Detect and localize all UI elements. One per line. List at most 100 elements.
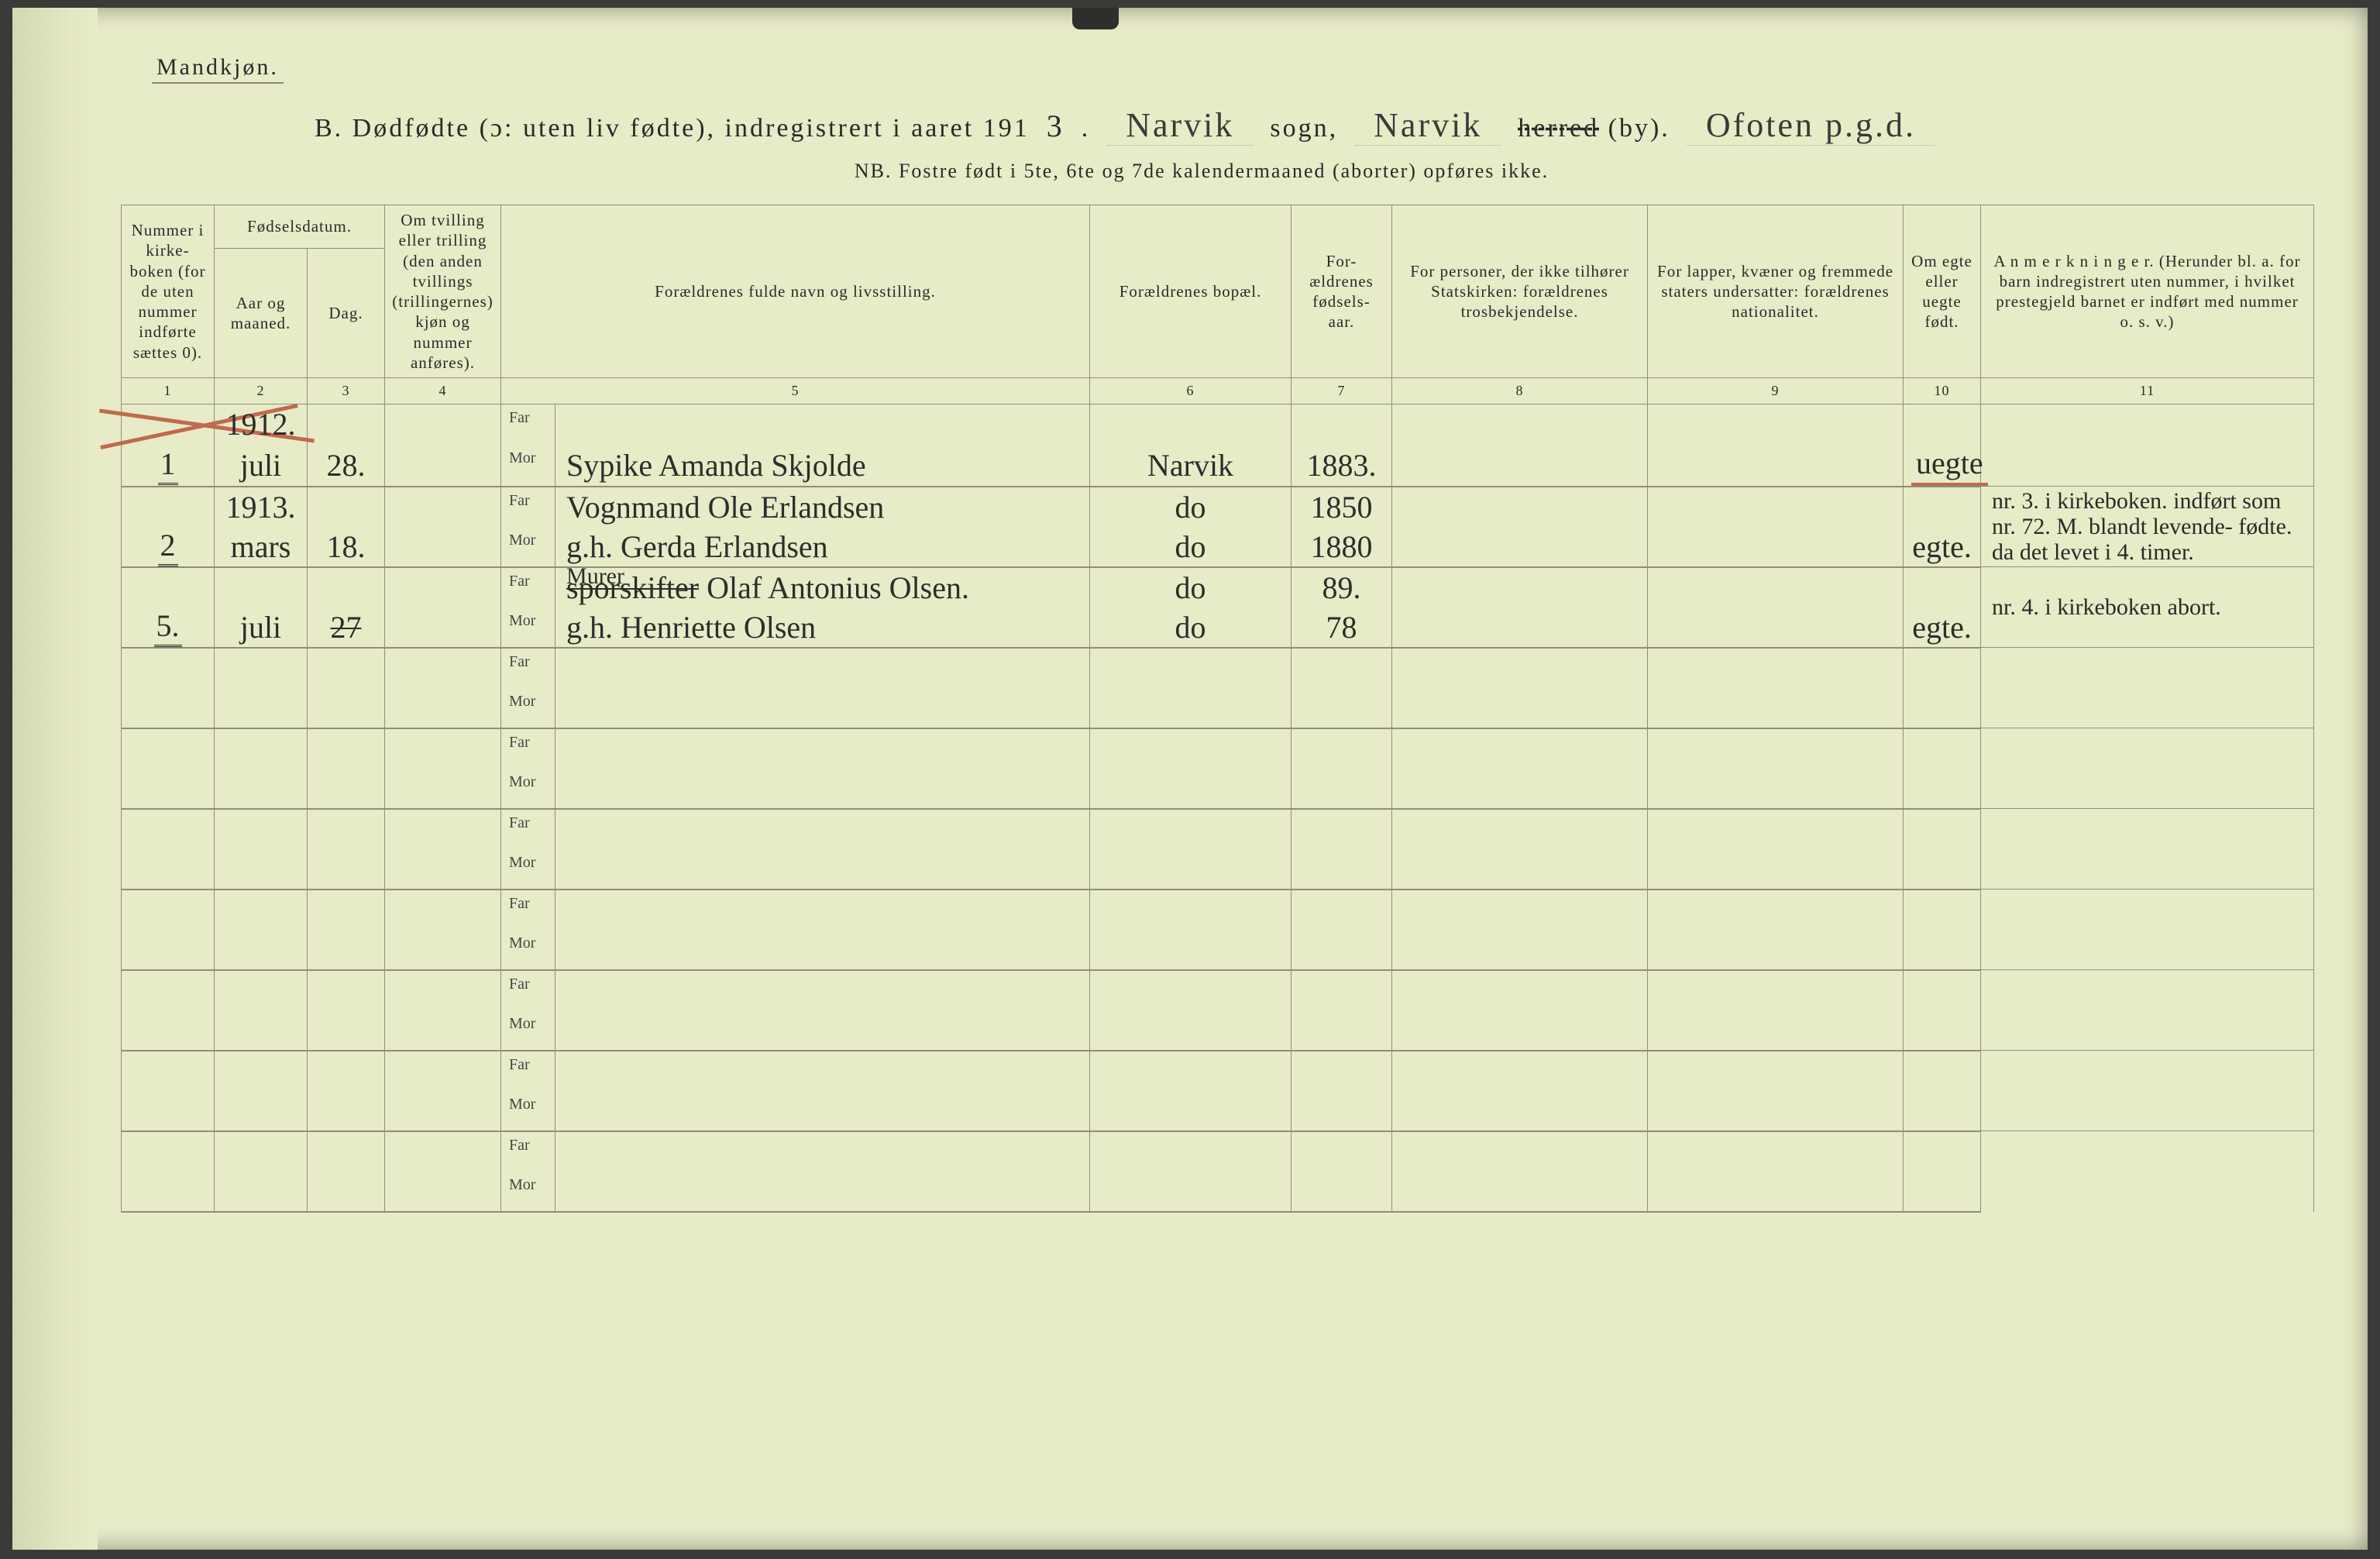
district-fill: Narvik	[1355, 105, 1501, 146]
faith-cell	[1392, 809, 1648, 849]
nationality-cell	[1648, 648, 1904, 688]
table-row: Far	[122, 1051, 2314, 1091]
table-row: Far	[122, 890, 2314, 930]
remarks-cell	[1981, 728, 2314, 809]
nationality-cell	[1648, 1131, 1904, 1172]
colnum: 4	[385, 378, 501, 404]
residence-cell: do	[1090, 487, 1291, 527]
col-2-top-header: Fødselsdatum.	[215, 205, 385, 249]
twin-cell	[385, 849, 501, 890]
far-birthyear	[1291, 648, 1392, 688]
record-number	[122, 930, 215, 970]
faith-cell	[1392, 688, 1648, 728]
residence-cell: Narvik	[1090, 445, 1291, 487]
col-2b-header: Dag.	[308, 248, 385, 377]
twin-cell	[385, 728, 501, 769]
document-page: Mandkjøn. B. Dødfødte (ɔ: uten liv fødte…	[12, 8, 2368, 1550]
table-row: Far	[122, 970, 2314, 1010]
mor-birthyear: 1883.	[1291, 445, 1392, 487]
legit-cell	[1904, 1131, 1981, 1172]
legit-cell	[1904, 769, 1981, 809]
legit-cell	[1904, 930, 1981, 970]
residence-cell: do	[1090, 527, 1291, 567]
nationality-cell	[1648, 728, 1904, 769]
remarks-cell	[1981, 648, 2314, 728]
record-number	[122, 567, 215, 607]
day-cell	[308, 1131, 385, 1172]
month-cell: juli	[215, 607, 308, 648]
remarks-cell	[1981, 970, 2314, 1051]
twin-cell	[385, 970, 501, 1010]
day-cell	[308, 1010, 385, 1051]
twin-cell	[385, 930, 501, 970]
remarks-cell	[1981, 1051, 2314, 1131]
day-cell	[308, 487, 385, 527]
nationality-cell	[1648, 849, 1904, 890]
father-name	[555, 890, 1090, 930]
day-cell: 28.	[308, 445, 385, 487]
faith-cell	[1392, 1010, 1648, 1051]
table-row: Far	[122, 1131, 2314, 1172]
faith-cell	[1392, 849, 1648, 890]
faith-cell	[1392, 527, 1648, 567]
mor-birthyear	[1291, 930, 1392, 970]
mor-label: Mor	[501, 769, 555, 809]
month-cell: mars	[215, 527, 308, 567]
region-fill: Ofoten p.g.d.	[1687, 105, 1935, 146]
record-number	[122, 970, 215, 1010]
nationality-cell	[1648, 607, 1904, 648]
day-cell	[308, 890, 385, 930]
legit-cell: uegte	[1904, 445, 1981, 487]
year-cell	[215, 970, 308, 1010]
residence-cell	[1090, 930, 1291, 970]
legit-cell: egte.	[1904, 527, 1981, 567]
residence-cell	[1090, 1051, 1291, 1091]
record-number	[122, 1091, 215, 1131]
table-row: 1913.FarVognmand Ole Erlandsendo1850nr. …	[122, 487, 2314, 527]
colnum: 9	[1648, 378, 1904, 404]
day-cell	[308, 648, 385, 688]
mor-birthyear	[1291, 1091, 1392, 1131]
col-7-header: For- ældrenes fødsels- aar.	[1291, 205, 1392, 378]
remarks-cell	[1981, 890, 2314, 970]
mor-birthyear	[1291, 769, 1392, 809]
table-row: FarMurersporskifter Olaf Antonius Olsen.…	[122, 567, 2314, 607]
title-prefix: B. Dødfødte (ɔ: uten liv fødte), indregi…	[315, 114, 1030, 143]
nationality-cell	[1648, 487, 1904, 527]
month-cell: juli	[215, 445, 308, 487]
table-body: 1912.Far1juli28.MorSypike Amanda Skjolde…	[122, 404, 2314, 1212]
month-cell	[215, 1091, 308, 1131]
month-cell	[215, 688, 308, 728]
far-label: Far	[501, 809, 555, 849]
year-cell	[215, 1131, 308, 1172]
far-birthyear	[1291, 1051, 1392, 1091]
nationality-cell	[1648, 1091, 1904, 1131]
residence-cell	[1090, 1131, 1291, 1172]
faith-cell	[1392, 970, 1648, 1010]
gender-label: Mandkjøn.	[152, 54, 284, 84]
day-cell	[308, 728, 385, 769]
twin-cell	[385, 890, 501, 930]
month-cell	[215, 769, 308, 809]
mor-label: Mor	[501, 688, 555, 728]
record-number	[122, 1131, 215, 1172]
year-cell	[215, 648, 308, 688]
record-number	[122, 688, 215, 728]
table-row: 1912.Far	[122, 404, 2314, 445]
mor-label: Mor	[501, 527, 555, 567]
residence-cell: do	[1090, 607, 1291, 648]
remarks-cell: nr. 3. i kirkeboken. indført som nr. 72.…	[1981, 487, 2314, 567]
record-number	[122, 1010, 215, 1051]
mother-name	[555, 769, 1090, 809]
mor-birthyear	[1291, 1172, 1392, 1212]
day-cell: 18.	[308, 527, 385, 567]
nationality-cell	[1648, 445, 1904, 487]
faith-cell	[1392, 404, 1648, 445]
residence-cell	[1090, 809, 1291, 849]
col-6-header: Forældrenes bopæl.	[1090, 205, 1291, 378]
form-title-line: B. Dødfødte (ɔ: uten liv fødte), indregi…	[121, 105, 2282, 146]
legit-cell	[1904, 1010, 1981, 1051]
record-number	[122, 648, 215, 688]
day-cell	[308, 1091, 385, 1131]
nationality-cell	[1648, 404, 1904, 445]
